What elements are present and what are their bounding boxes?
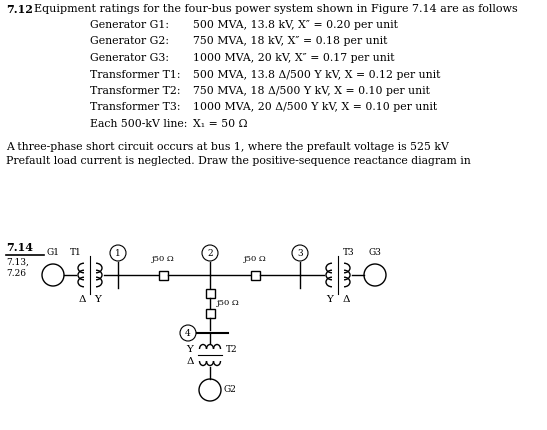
- Text: 500 MVA, 13.8 Δ/500 Y kV, X = 0.12 per unit: 500 MVA, 13.8 Δ/500 Y kV, X = 0.12 per u…: [193, 70, 440, 80]
- Text: 7.14: 7.14: [6, 242, 33, 253]
- Text: Δ: Δ: [186, 356, 194, 366]
- Text: Y: Y: [95, 295, 101, 304]
- Text: Equipment ratings for the four-bus power system shown in Figure 7.14 are as foll: Equipment ratings for the four-bus power…: [34, 4, 518, 14]
- Bar: [206, 308, 214, 317]
- Text: T2: T2: [226, 345, 237, 354]
- Text: G2: G2: [224, 386, 237, 394]
- Bar: [159, 270, 167, 280]
- Text: 1000 MVA, 20 kV, X″ = 0.17 per unit: 1000 MVA, 20 kV, X″ = 0.17 per unit: [193, 53, 394, 63]
- Text: Δ: Δ: [78, 295, 86, 304]
- Text: T3: T3: [343, 248, 354, 257]
- Text: j50 Ω: j50 Ω: [152, 255, 174, 263]
- Text: 2: 2: [207, 249, 213, 258]
- Text: j50 Ω: j50 Ω: [243, 255, 266, 263]
- Circle shape: [110, 245, 126, 261]
- Text: T1: T1: [70, 248, 82, 257]
- Text: 7.26: 7.26: [6, 269, 26, 278]
- Text: 1000 MVA, 20 Δ/500 Y kV, X = 0.10 per unit: 1000 MVA, 20 Δ/500 Y kV, X = 0.10 per un…: [193, 102, 437, 113]
- Text: 7.12: 7.12: [6, 4, 33, 15]
- Text: Generator G2:: Generator G2:: [90, 37, 169, 46]
- Text: A three-phase short circuit occurs at bus 1, where the prefault voltage is 525 k: A three-phase short circuit occurs at bu…: [6, 141, 449, 151]
- Text: Transformer T3:: Transformer T3:: [90, 102, 181, 113]
- Bar: [206, 289, 214, 298]
- Text: Prefault load current is neglected. Draw the positive-sequence reactance diagram: Prefault load current is neglected. Draw…: [6, 156, 471, 166]
- Text: X₁ = 50 Ω: X₁ = 50 Ω: [193, 119, 247, 129]
- Text: 500 MVA, 13.8 kV, X″ = 0.20 per unit: 500 MVA, 13.8 kV, X″ = 0.20 per unit: [193, 20, 398, 30]
- Text: Y: Y: [327, 295, 334, 304]
- Text: Transformer T2:: Transformer T2:: [90, 86, 181, 96]
- Text: Δ: Δ: [342, 295, 350, 304]
- Text: G1: G1: [46, 248, 60, 257]
- Text: 4: 4: [185, 329, 191, 338]
- Text: 1: 1: [115, 249, 121, 258]
- Text: 750 MVA, 18 kV, X″ = 0.18 per unit: 750 MVA, 18 kV, X″ = 0.18 per unit: [193, 37, 387, 46]
- Text: Each 500-kV line:: Each 500-kV line:: [90, 119, 188, 129]
- Text: 3: 3: [297, 249, 303, 258]
- Text: Y: Y: [187, 344, 194, 353]
- Text: Generator G1:: Generator G1:: [90, 20, 169, 30]
- Circle shape: [292, 245, 308, 261]
- Text: Generator G3:: Generator G3:: [90, 53, 169, 63]
- Circle shape: [202, 245, 218, 261]
- Text: 7.13,: 7.13,: [6, 258, 29, 267]
- Text: j50 Ω: j50 Ω: [217, 299, 240, 307]
- Circle shape: [180, 325, 196, 341]
- Text: G3: G3: [369, 248, 381, 257]
- Text: Transformer T1:: Transformer T1:: [90, 70, 181, 80]
- Bar: [251, 270, 259, 280]
- Text: 750 MVA, 18 Δ/500 Y kV, X = 0.10 per unit: 750 MVA, 18 Δ/500 Y kV, X = 0.10 per uni…: [193, 86, 430, 96]
